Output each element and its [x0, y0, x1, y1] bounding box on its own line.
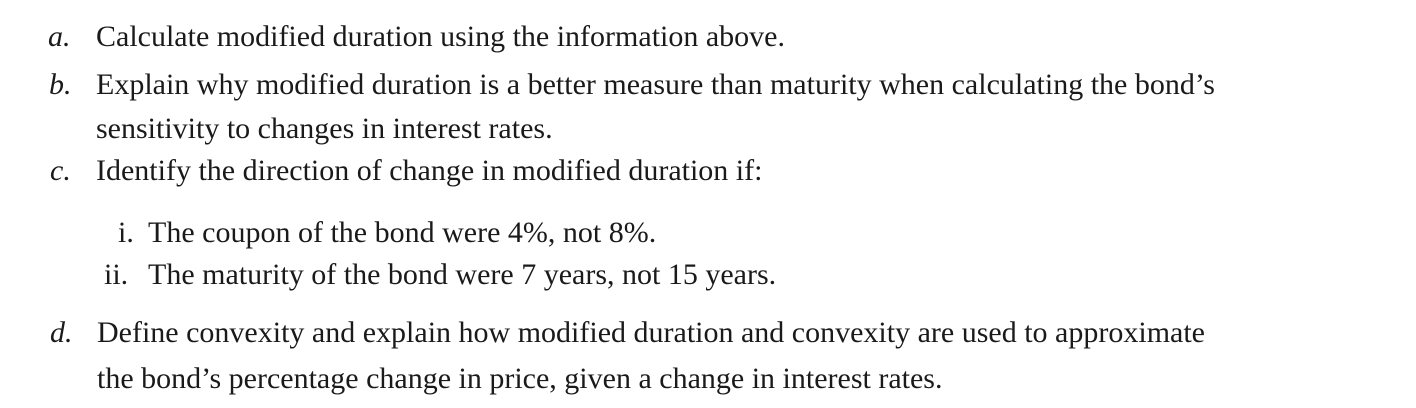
question-d-text-line-1: Define convexity and explain how modifie…: [97, 316, 1205, 349]
question-c-sub-i-marker: i.: [118, 216, 134, 249]
question-b-marker: b.: [49, 68, 72, 101]
question-d-text-line-2: the bond’s percentage change in price, g…: [97, 362, 943, 395]
question-d-marker: d.: [50, 316, 73, 349]
question-c-text: Identify the direction of change in modi…: [96, 154, 763, 187]
question-c-sub-i-text: The coupon of the bond were 4%, not 8%.: [148, 216, 657, 249]
question-b-text-line-1: Explain why modified duration is a bette…: [96, 68, 1215, 101]
question-c-marker: c.: [50, 154, 71, 187]
question-c-sub-ii-text: The maturity of the bond were 7 years, n…: [148, 258, 777, 291]
question-a-marker: a.: [48, 20, 71, 53]
question-b-text-line-2: sensitivity to changes in interest rates…: [96, 112, 553, 145]
question-a-text: Calculate modified duration using the in…: [96, 20, 785, 53]
question-c-sub-ii-marker: ii.: [104, 258, 129, 291]
